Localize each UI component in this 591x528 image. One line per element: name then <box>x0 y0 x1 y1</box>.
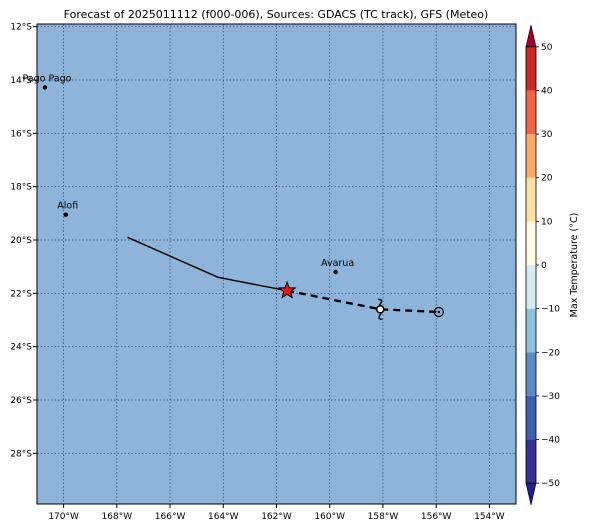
y-tick-label: 22°S <box>10 289 32 299</box>
colorbar-bin <box>526 308 536 353</box>
colorbar-bin <box>526 221 536 265</box>
map-panel: Pago Pago Alofi Avarua 170°W 168°W 166°W 164°… <box>10 23 517 522</box>
x-tick-label: 160°W <box>314 512 345 522</box>
x-tick-label: 158°W <box>368 512 399 522</box>
place-markers: Pago Pago Alofi Avarua <box>23 73 354 275</box>
place-pago-pago: Pago Pago <box>23 73 72 90</box>
graticule <box>37 24 516 504</box>
y-tick-label: 26°S <box>10 396 32 406</box>
colorbar: 50 40 30 20 10 0 −10 −20 −30 −40 −50 Max Temperatu… <box>525 24 580 506</box>
inner-dot <box>437 310 441 314</box>
y-tick-label: 24°S <box>10 343 32 353</box>
colorbar-bin <box>526 46 536 91</box>
forecast-track-line <box>286 289 439 314</box>
colorbar-tick-label: −20 <box>541 348 560 358</box>
ocean-background <box>37 24 516 504</box>
x-tick-label: 154°W <box>474 512 505 522</box>
colorbar-tick-label: 30 <box>541 130 553 140</box>
storm-arm-bottom <box>378 312 383 321</box>
x-tick-label: 156°W <box>421 512 452 522</box>
longitude-ticks: 170°W 168°W 166°W 164°W 162°W 160°W 158°W 156°W… <box>48 504 505 522</box>
tropical-storm-icon <box>376 298 385 321</box>
colorbar-tick-label: 10 <box>541 217 553 227</box>
colorbar-under-extension <box>525 482 537 506</box>
colorbar-tick-label: −10 <box>541 305 560 315</box>
colorbar-tick-label: 50 <box>541 43 553 53</box>
x-tick-label: 162°W <box>261 512 292 522</box>
y-tick-label: 28°S <box>10 449 32 459</box>
tc-symbols <box>277 280 444 321</box>
place-alofi: Alofi <box>57 201 78 217</box>
current-position-star-icon <box>277 280 297 299</box>
colorbar-tick-label: 40 <box>541 86 553 96</box>
y-tick-label: 20°S <box>10 236 32 246</box>
y-tick-label: 12°S <box>10 23 32 33</box>
colorbar-over-extension <box>525 24 537 48</box>
colorbar-tick-label: −40 <box>541 436 560 446</box>
colorbar-bin <box>526 265 536 309</box>
colorbar-ticks: 50 40 30 20 10 0 −10 −20 −30 −40 −50 <box>536 43 560 489</box>
colorbar-bin <box>526 90 536 135</box>
storm-center <box>376 305 385 314</box>
colorbar-bin <box>526 177 536 222</box>
place-label: Pago Pago <box>23 73 72 84</box>
x-tick-label: 168°W <box>102 512 133 522</box>
colorbar-bin <box>526 439 536 484</box>
figure-title: Forecast of 2025011112 (f000-006), Sourc… <box>64 8 489 21</box>
tc-tracks <box>127 236 439 314</box>
storm-arm-top <box>378 298 383 306</box>
colorbar-label: Max Temperature (°C) <box>569 213 580 318</box>
colorbar-bin <box>526 134 536 178</box>
place-label: Avarua <box>321 258 354 269</box>
x-tick-label: 164°W <box>208 512 239 522</box>
x-tick-label: 166°W <box>155 512 186 522</box>
outer-circle <box>433 306 444 318</box>
colorbar-tick-label: 0 <box>541 261 547 271</box>
forecast-circle-icon <box>433 306 444 318</box>
latitude-ticks: 12°S 14°S 16°S 18°S 20°S 22°S 24°S 26°S 28°S <box>10 23 37 459</box>
colorbar-tick-label: −50 <box>541 479 560 489</box>
colorbar-bins <box>525 24 537 506</box>
colorbar-tick-label: −30 <box>541 392 560 402</box>
y-tick-label: 16°S <box>10 129 32 139</box>
y-tick-label: 14°S <box>10 76 32 86</box>
colorbar-bin <box>526 395 536 440</box>
place-label: Alofi <box>57 201 78 212</box>
place-avarua: Avarua <box>321 258 354 275</box>
x-tick-label: 170°W <box>48 512 79 522</box>
past-track-line <box>127 236 288 292</box>
place-dot <box>333 269 338 275</box>
colorbar-tick-label: 20 <box>541 174 553 184</box>
colorbar-bin <box>526 352 536 396</box>
y-tick-label: 18°S <box>10 183 32 193</box>
place-dot <box>42 85 48 90</box>
place-dot <box>63 212 68 217</box>
